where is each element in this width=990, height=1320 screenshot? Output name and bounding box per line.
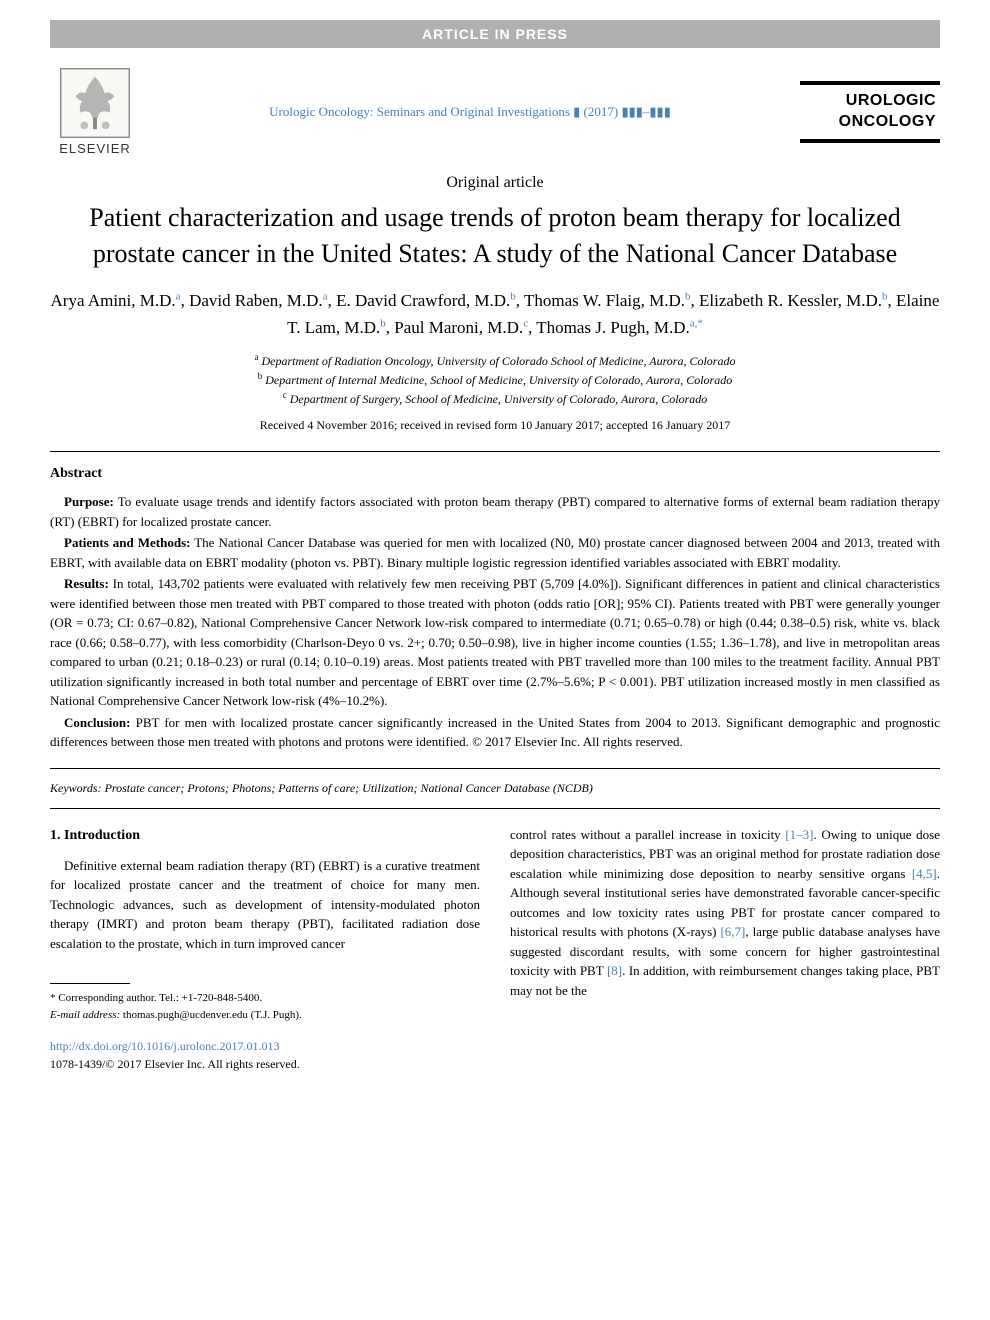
publisher-name: ELSEVIER (59, 141, 131, 156)
author: E. David Crawford, M.D.b (336, 291, 516, 310)
journal-name-line1: UROLOGIC (804, 91, 936, 112)
publisher-logo: ELSEVIER (50, 68, 140, 156)
keywords-list: Prostate cancer; Protons; Photons; Patte… (102, 781, 593, 795)
abstract-results: Results: In total, 143,702 patients were… (50, 574, 940, 711)
keywords: Keywords: Prostate cancer; Protons; Phot… (0, 769, 990, 808)
affiliation-a: Department of Radiation Oncology, Univer… (262, 354, 736, 368)
abstract-section: Abstract Purpose: To evaluate usage tren… (0, 452, 990, 768)
ref-link[interactable]: [8] (607, 963, 622, 978)
elsevier-tree-icon (60, 68, 130, 138)
ref-link[interactable]: [1–3] (785, 827, 813, 842)
header-row: ELSEVIER Urologic Oncology: Seminars and… (0, 48, 990, 166)
right-column: control rates without a parallel increas… (510, 825, 940, 1024)
footnote-rule (50, 983, 130, 984)
ref-link[interactable]: [6,7] (720, 924, 745, 939)
footer: http://dx.doi.org/10.1016/j.urolonc.2017… (0, 1023, 990, 1103)
journal-name-box: UROLOGIC ONCOLOGY (800, 81, 940, 143)
author: Thomas W. Flaig, M.D.b (524, 291, 691, 310)
abstract-methods: Patients and Methods: The National Cance… (50, 533, 940, 572)
affiliations: a Department of Radiation Oncology, Univ… (0, 351, 990, 408)
article-title: Patient characterization and usage trend… (0, 200, 990, 273)
keywords-label: Keywords: (50, 781, 102, 795)
abstract-conclusion: Conclusion: PBT for men with localized p… (50, 713, 940, 752)
article-type: Original article (0, 174, 990, 192)
author: Elizabeth R. Kessler, M.D.b (699, 291, 887, 310)
author: Paul Maroni, M.D.c (394, 318, 528, 337)
article-dates: Received 4 November 2016; received in re… (0, 418, 990, 433)
affiliation-c: Department of Surgery, School of Medicin… (290, 392, 708, 406)
author: David Raben, M.D.a (189, 291, 328, 310)
corresponding-author: * Corresponding author. Tel.: +1-720-848… (50, 990, 480, 1007)
body-columns: 1. Introduction Definitive external beam… (0, 809, 990, 1024)
authors-list: Arya Amini, M.D.a, David Raben, M.D.a, E… (0, 287, 990, 341)
doi-link[interactable]: http://dx.doi.org/10.1016/j.urolonc.2017… (50, 1037, 940, 1055)
author: Thomas J. Pugh, M.D.a,* (536, 318, 703, 337)
article-in-press-banner: ARTICLE IN PRESS (50, 20, 940, 48)
journal-name-line2: ONCOLOGY (804, 112, 936, 133)
author: Arya Amini, M.D.a (51, 291, 181, 310)
abstract-heading: Abstract (50, 466, 940, 482)
left-column: 1. Introduction Definitive external beam… (50, 825, 480, 1024)
abstract-purpose: Purpose: To evaluate usage trends and id… (50, 492, 940, 531)
intro-para-left: Definitive external beam radiation thera… (50, 856, 480, 954)
affiliation-b: Department of Internal Medicine, School … (265, 373, 732, 387)
copyright: 1078-1439/© 2017 Elsevier Inc. All right… (50, 1055, 940, 1073)
journal-citation[interactable]: Urologic Oncology: Seminars and Original… (140, 104, 800, 120)
corresponding-email: E-mail address: thomas.pugh@ucdenver.edu… (50, 1007, 480, 1024)
intro-para-right: control rates without a parallel increas… (510, 825, 940, 1001)
ref-link[interactable]: [4,5] (912, 866, 937, 881)
intro-heading: 1. Introduction (50, 825, 480, 846)
